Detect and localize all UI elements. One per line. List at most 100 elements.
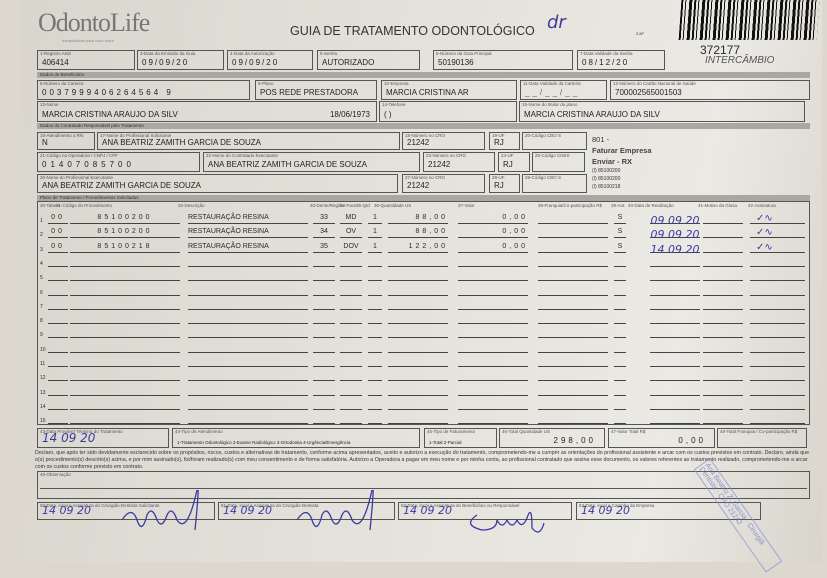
cell-aut — [614, 257, 626, 267]
cell-date — [650, 357, 700, 367]
cell-qty — [368, 257, 382, 267]
cell-desc — [188, 271, 308, 282]
phone-field: 14-Telefone( ) — [379, 101, 517, 122]
cell-code — [70, 371, 180, 382]
cell-face — [340, 314, 362, 325]
column-header: 37-Valor — [458, 203, 475, 208]
cro-number-field: 18-Número no CRO 21242 — [402, 132, 485, 150]
cell-value — [458, 314, 528, 325]
cell-qty — [368, 271, 382, 282]
cell-table — [48, 386, 68, 396]
cell-tooth — [313, 314, 335, 325]
cell-sig — [750, 286, 805, 296]
cell-desc: RESTAURAÇÃO RESINA — [188, 243, 308, 253]
cell-table — [48, 371, 68, 382]
cell-tooth: 34 — [313, 228, 335, 239]
cell-value — [458, 271, 528, 282]
cell-sig — [750, 300, 805, 310]
cell-face: MD — [340, 214, 362, 224]
authorization-date-field: 4-Data da Autorização 09/09/20 — [227, 50, 313, 70]
cell-table — [48, 300, 68, 310]
cell-gloss — [703, 386, 743, 396]
cell-n: 5 — [40, 275, 43, 282]
cell-code — [70, 357, 180, 367]
signature-dentist-1 — [121, 490, 199, 531]
cell-us — [388, 343, 448, 353]
column-header: 42-Assinatura — [748, 203, 776, 208]
cell-qty — [368, 328, 382, 339]
table-row: 8 — [38, 311, 808, 325]
cell-qty — [368, 286, 382, 296]
cell-sig — [750, 257, 805, 267]
cell-aut: S — [614, 214, 626, 224]
dentist-signature-field: 51-Data, local e Assinatura do Cirurgião… — [218, 502, 395, 520]
plan-field: 9-Plano POS REDE PRESTADORA — [255, 80, 377, 100]
consent-declaration: Declaro, que após ter sido devidamente e… — [35, 450, 810, 470]
cell-sig — [750, 271, 805, 282]
cbo-field: 20-Código CBO S — [522, 132, 587, 150]
cell-n: 1 — [40, 218, 43, 224]
column-header: 39-Aut. — [611, 203, 626, 208]
cell-aut — [614, 371, 626, 382]
cell-aut — [614, 343, 626, 353]
cell-qty — [368, 300, 382, 310]
cell-n: 13 — [40, 389, 46, 396]
cell-tooth — [313, 271, 335, 282]
cell-qty — [368, 414, 382, 425]
table-row: 13 — [38, 383, 808, 397]
cell-code: 85100200 — [70, 214, 180, 224]
cell-table — [48, 271, 68, 282]
cell-qty — [368, 357, 382, 367]
cell-n: 8 — [40, 318, 43, 325]
cell-table — [48, 343, 68, 353]
signature-check-icon: ✓∿ — [756, 241, 773, 253]
cell-aut — [614, 328, 626, 339]
table-row: 11 — [38, 354, 808, 368]
cell-n: 3 — [40, 246, 43, 253]
cell-table: 00 — [48, 243, 68, 253]
cell-desc — [188, 314, 308, 325]
cell-gloss — [703, 343, 743, 353]
cbo-field-2: 29-Código CBO S — [522, 174, 587, 193]
card-number-field: 8-Número da Carteira 0037999406264564 9 — [37, 80, 250, 100]
cell-desc — [188, 386, 308, 396]
table-row: 12 — [38, 368, 808, 382]
cell-date — [650, 314, 700, 325]
cell-date — [650, 400, 700, 410]
executing-contractor-field: 22-Nome do Contratado Executante ANA BEAT… — [203, 152, 420, 172]
cell-date — [650, 371, 700, 382]
cell-desc — [188, 286, 308, 296]
cell-tooth — [313, 414, 335, 425]
cell-tooth — [313, 371, 335, 382]
column-header: 30-Tabela — [40, 203, 60, 208]
cell-qty — [368, 314, 382, 325]
cell-copay — [538, 414, 608, 425]
cell-sig — [750, 214, 805, 224]
cell-sig — [750, 357, 805, 367]
cell-copay — [538, 371, 608, 382]
cell-copay — [538, 243, 608, 253]
rn-field: 16-Atendimento a RN N — [37, 132, 95, 150]
cell-date — [650, 343, 700, 353]
name-field: 13-Nome MARCIA CRISTINA ARAUJO DA SILV 18/… — [37, 101, 377, 122]
cell-date — [650, 257, 700, 267]
cell-table — [48, 414, 68, 425]
cell-code — [70, 386, 180, 396]
cell-date — [650, 271, 700, 282]
cell-value — [458, 386, 528, 396]
cell-value — [458, 286, 528, 296]
cell-face — [340, 414, 362, 425]
cell-value — [458, 400, 528, 410]
uf-field-2: 24-UF RJ — [498, 152, 530, 172]
cell-n: 7 — [40, 303, 43, 310]
cell-face: OV — [340, 228, 362, 239]
requesting-dentist-signature-field: 50-Data, local e Assinatura do Cirurgião… — [37, 502, 215, 520]
service-type-field: 44-Tipo de Atendimento 1-Tratamento Odont… — [172, 428, 420, 448]
table-row: 6 — [38, 283, 808, 297]
cell-qty — [368, 400, 382, 410]
cell-qty — [368, 386, 382, 396]
cell-us — [388, 257, 448, 267]
ans-register-field: 1-Registro ANS 406414 — [37, 50, 135, 70]
cell-us — [388, 371, 448, 382]
